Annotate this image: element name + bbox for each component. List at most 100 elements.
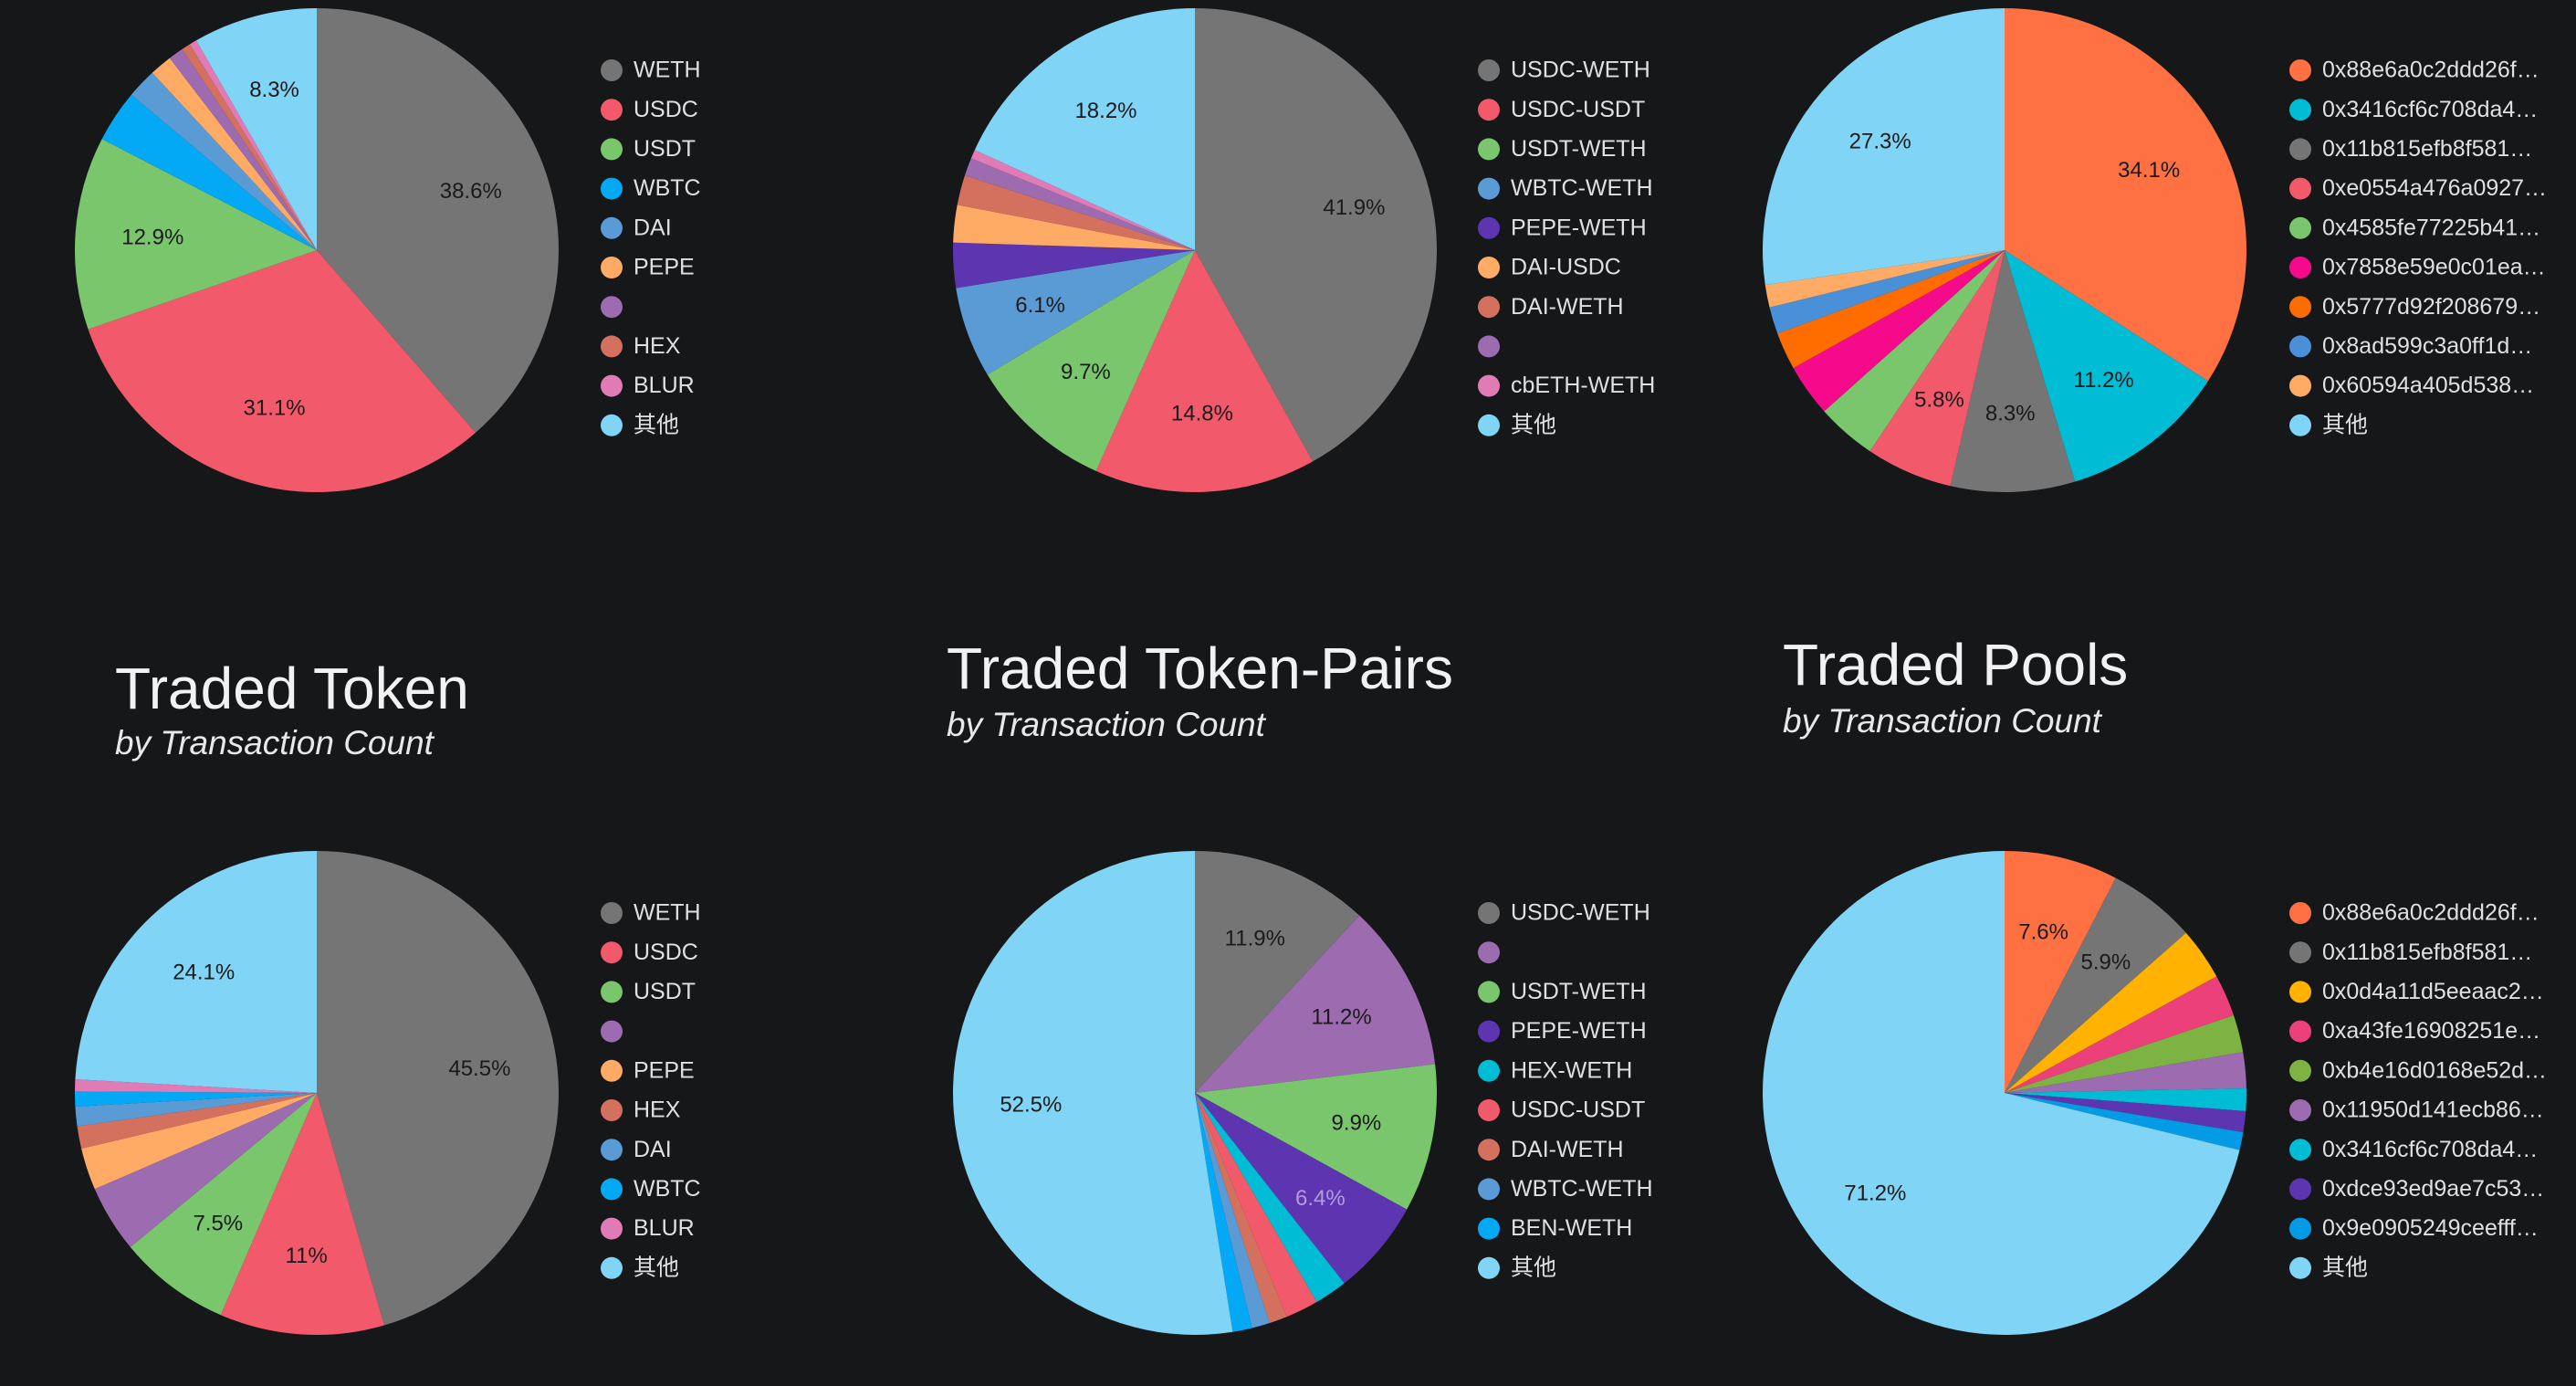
legend-dot <box>1478 1178 1500 1201</box>
legend-dot <box>1478 374 1500 397</box>
legend-label: BEN-WETH <box>1511 1215 1632 1241</box>
legend-dot <box>601 177 623 200</box>
legend-dot <box>601 59 623 81</box>
pie-slice <box>2005 250 2208 482</box>
chart-title: Traded Token <box>115 656 469 721</box>
legend-dot <box>2289 138 2311 161</box>
pie-slice <box>2005 932 2217 1093</box>
legend-dot <box>2289 335 2311 358</box>
pie-slice <box>101 94 317 251</box>
pie-slice <box>169 48 317 250</box>
slice-label: 38.6% <box>440 179 502 204</box>
legend-label: 0x7858e59e0c01ea… <box>2322 255 2546 280</box>
legend-dot <box>1478 1059 1500 1082</box>
pie-slice <box>75 1091 317 1107</box>
pie-slice <box>953 205 1195 250</box>
pie-slice <box>1764 250 2005 308</box>
legend-dot <box>601 1020 623 1043</box>
slice-label: 8.3% <box>249 78 299 102</box>
legend-label: PEPE <box>634 255 695 280</box>
slice-label: 12.9% <box>121 225 183 249</box>
legend-dot <box>601 1256 623 1279</box>
pie-slice <box>2005 1052 2246 1093</box>
legend-label: PEPE-WETH <box>1511 1018 1647 1044</box>
pie-slice <box>1195 915 1436 1093</box>
legend-dot <box>2289 902 2311 924</box>
legend-label: USDT-WETH <box>1511 136 1647 162</box>
legend-label: 0xe0554a476a0927… <box>2322 175 2547 201</box>
pie-slice <box>81 1093 317 1190</box>
legend-label: HEX <box>634 333 681 359</box>
legend-label: 0x11950d141ecb86… <box>2322 1097 2544 1123</box>
pie-slice <box>1195 1093 1270 1328</box>
slice-label: 7.6% <box>2018 919 2068 944</box>
legend-dot <box>601 335 623 358</box>
pie-slice <box>77 1093 318 1150</box>
slice-label: 52.5% <box>1000 1092 1062 1117</box>
pie-slice <box>957 175 1195 250</box>
legend-dot <box>2289 941 2311 964</box>
legend-label: USDC <box>634 97 698 122</box>
slice-label: 11.9% <box>1225 927 1285 951</box>
legend-dot <box>1478 1256 1500 1279</box>
chart-title: Traded Token-Pairs <box>947 635 1453 701</box>
slice-label: 6.1% <box>1015 293 1065 318</box>
slice-label: 31.1% <box>244 395 306 420</box>
legend-label: 0x11b815efb8f581… <box>2322 940 2532 965</box>
legend-dot <box>1478 177 1500 200</box>
pie-slice <box>2005 851 2116 1093</box>
slice-label: 5.8% <box>1914 388 1964 413</box>
pie-slice <box>956 250 1195 375</box>
legend-dot <box>601 374 623 397</box>
chart-title: Traded Pools <box>1783 632 2128 698</box>
pie-slice <box>1195 1093 1408 1284</box>
pie-slice <box>2005 1093 2244 1150</box>
legend-dot <box>601 981 623 1003</box>
legend-label: 其他 <box>1511 412 1556 437</box>
legend-dot <box>1478 138 1500 161</box>
slice-label: 41.9% <box>1323 195 1385 220</box>
legend-dot <box>601 1178 623 1201</box>
chart-subtitle: by Transaction Count <box>1783 702 2103 740</box>
pie-slice <box>1095 250 1314 492</box>
legend-dot <box>2289 374 2311 397</box>
legend-label: 其他 <box>634 1255 679 1280</box>
legend-label: USDC-USDT <box>1511 97 1645 122</box>
legend-dot <box>1478 1020 1500 1043</box>
pie-slice <box>1195 1064 1437 1210</box>
legend-label: 0x88e6a0c2ddd26f… <box>2322 900 2539 926</box>
slice-label: 11% <box>286 1244 328 1268</box>
legend-label: 0x11b815efb8f581… <box>2322 136 2532 162</box>
slice-label: 9.7% <box>1061 360 1111 384</box>
legend-label: 其他 <box>634 412 679 437</box>
slice-label: 71.2% <box>1844 1181 1906 1206</box>
slice-label: 11.2% <box>1311 1005 1371 1030</box>
slice-label: 14.8% <box>1171 401 1233 425</box>
legend-label: WBTC-WETH <box>1511 1176 1653 1202</box>
pie-slice <box>317 8 559 433</box>
pie-slice <box>182 44 317 250</box>
legend-dot <box>2289 414 2311 436</box>
pie-slice <box>317 851 560 1326</box>
legend-label: 0xb4e16d0168e52d… <box>2322 1057 2547 1083</box>
legend-label: 0x8ad599c3a0ff1d… <box>2322 333 2532 359</box>
pie-slice <box>152 58 317 250</box>
legend-label: 0xa43fe16908251e… <box>2322 1018 2540 1044</box>
chart-subtitle: by Transaction Count <box>115 724 435 761</box>
pie-slice <box>953 242 1195 289</box>
pie-slice <box>1793 250 2005 412</box>
legend-dot <box>2289 1059 2311 1082</box>
legend-dot <box>1478 99 1500 121</box>
legend-label: USDC-WETH <box>1511 58 1650 83</box>
legend-label: WBTC <box>634 175 701 201</box>
pie-slice <box>1769 250 2005 334</box>
legend-dot <box>601 138 623 161</box>
legend-label: 其他 <box>1511 1255 1556 1280</box>
pie-slice <box>1195 1093 1345 1302</box>
pie-slice <box>130 1093 317 1316</box>
slice-label: 11.2% <box>2074 368 2134 393</box>
legend-label: DAI <box>634 1137 672 1162</box>
legend-label: HEX-WETH <box>1511 1057 1632 1083</box>
pie-slice <box>1195 1093 1287 1324</box>
legend-dot <box>1478 216 1500 239</box>
